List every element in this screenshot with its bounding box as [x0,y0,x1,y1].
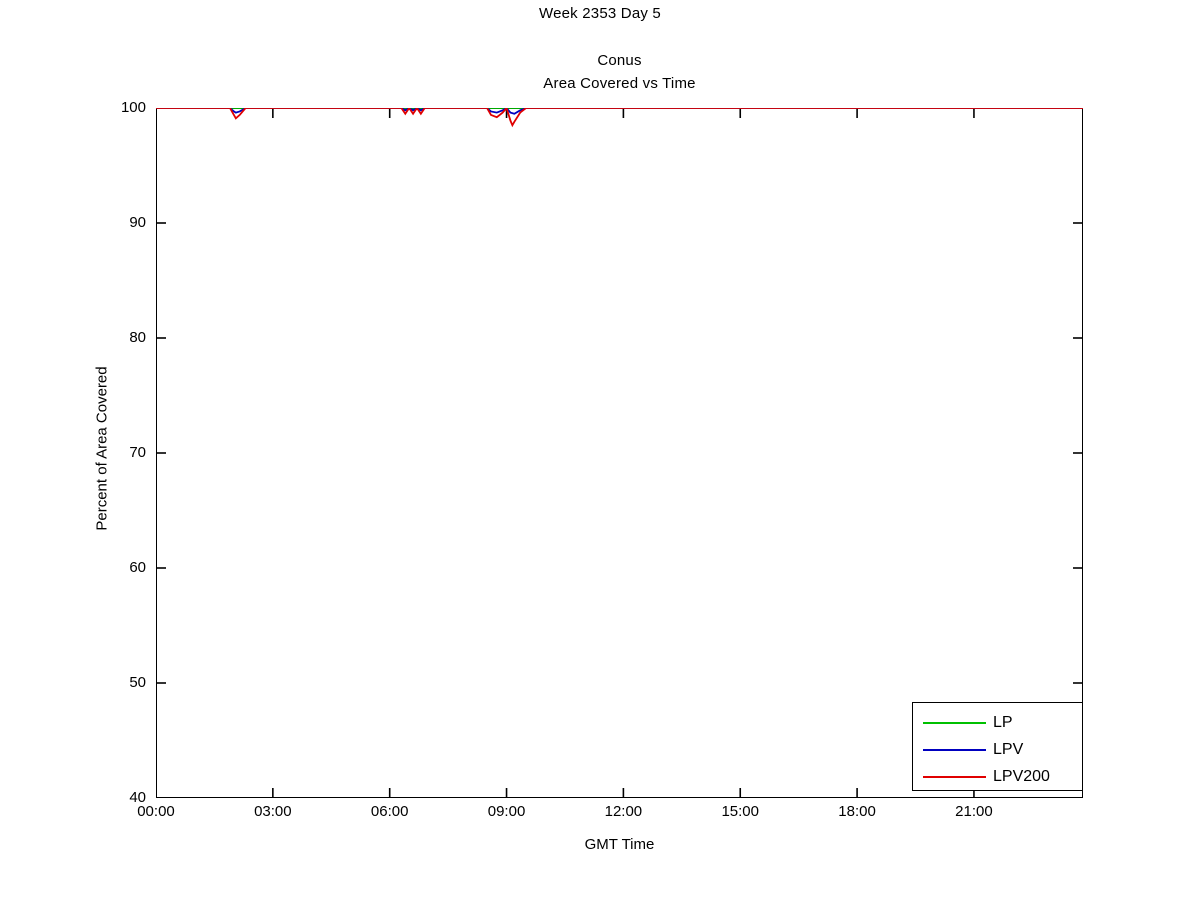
line-swatch-red [923,776,986,778]
x-tick-label: 00:00 [137,803,175,820]
axes-title-line1: Conus [597,52,642,69]
y-tick-label: 90 [129,214,146,231]
legend-item-lp[interactable]: LP [913,709,1084,737]
line-swatch-blue [923,749,986,751]
legend-label: LP [993,714,1013,731]
axes-title: Conus Area Covered vs Time [156,49,1083,95]
x-tick-label: 15:00 [721,803,759,820]
series-line-lpv [156,108,1083,115]
axis-ticks [156,108,1083,798]
data-series-group [156,108,1083,128]
x-axis-label: GMT Time [584,836,655,853]
x-tick-label: 21:00 [955,803,993,820]
y-tick-label: 70 [129,444,146,461]
axes-title-line2: Area Covered vs Time [543,75,696,92]
x-tick-label: 12:00 [604,803,643,820]
line-swatch-green [923,722,986,724]
plot-canvas [156,108,1083,798]
x-tick-label: 09:00 [487,803,526,820]
plot-area-frame [156,108,1083,798]
y-tick-label: 100 [120,99,146,116]
y-axis-label: Percent of Area Covered [93,366,111,531]
chart-legend: LP LPV LPV200 [912,702,1083,791]
x-tick-label: 06:00 [370,803,409,820]
legend-label: LPV200 [993,768,1050,785]
legend-label: LPV [993,741,1024,758]
series-line-lpv200 [156,108,1083,128]
figure-suptitle: Week 2353 Day 5 [539,5,661,22]
y-tick-label: 50 [129,674,146,691]
legend-item-lpv[interactable]: LPV [913,736,1084,764]
x-tick-label: 03:00 [254,803,292,820]
y-tick-label: 40 [129,789,146,806]
x-tick-label: 18:00 [838,803,876,820]
y-tick-label: 60 [129,559,146,576]
y-tick-label: 80 [129,329,146,346]
legend-item-lpv200[interactable]: LPV200 [913,763,1084,791]
